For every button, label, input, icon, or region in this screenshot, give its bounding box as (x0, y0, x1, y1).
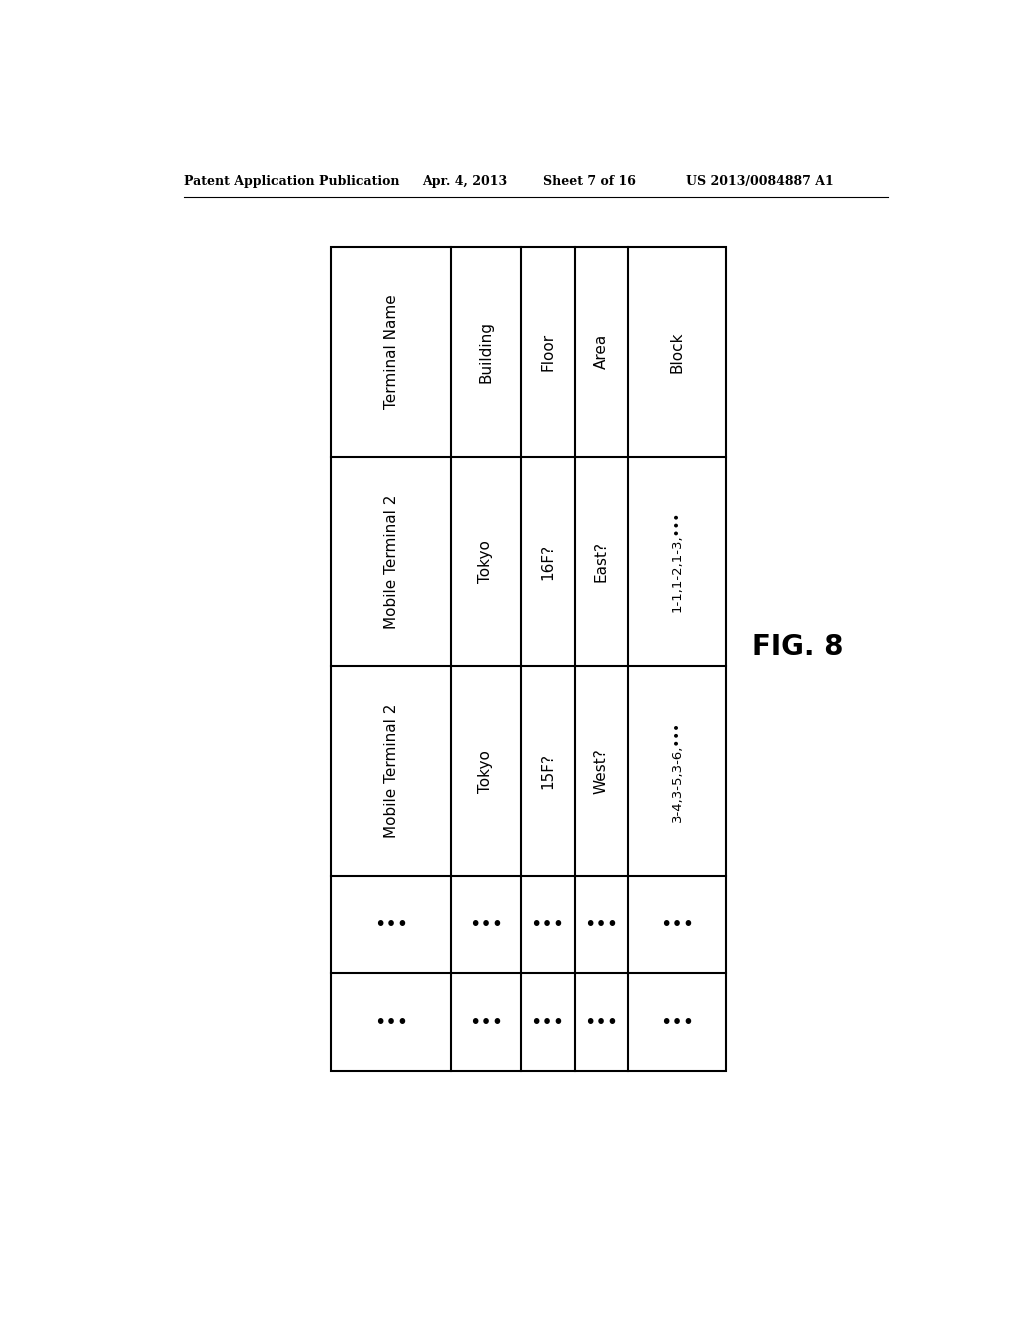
Text: 15F?: 15F? (540, 754, 555, 789)
Text: •••: ••• (585, 915, 618, 935)
Text: Sheet 7 of 16: Sheet 7 of 16 (543, 176, 636, 187)
Text: Terminal Name: Terminal Name (384, 294, 398, 409)
Text: FIG. 8: FIG. 8 (752, 634, 844, 661)
Text: •••: ••• (530, 915, 564, 935)
Text: Tokyo: Tokyo (478, 750, 494, 792)
Text: Patent Application Publication: Patent Application Publication (183, 176, 399, 187)
Text: Mobile Terminal 2: Mobile Terminal 2 (384, 704, 398, 838)
Text: Block: Block (670, 331, 685, 372)
Text: East?: East? (594, 541, 609, 582)
Text: •••: ••• (660, 1012, 694, 1032)
Text: Mobile Terminal 2: Mobile Terminal 2 (384, 494, 398, 628)
Text: •••: ••• (530, 1012, 564, 1032)
Text: 1-1,1-2,1-3,•••: 1-1,1-2,1-3,••• (671, 511, 684, 612)
Text: Building: Building (478, 321, 494, 383)
Text: Area: Area (594, 334, 609, 370)
Text: •••: ••• (585, 1012, 618, 1032)
Text: Floor: Floor (540, 333, 555, 371)
Text: •••: ••• (660, 915, 694, 935)
Text: 3-4,3-5,3-6,•••: 3-4,3-5,3-6,••• (671, 721, 684, 821)
Bar (331, 247, 726, 1071)
Text: Apr. 4, 2013: Apr. 4, 2013 (423, 176, 508, 187)
Text: 16F?: 16F? (540, 544, 555, 579)
Text: •••: ••• (374, 915, 409, 935)
Text: US 2013/0084887 A1: US 2013/0084887 A1 (686, 176, 834, 187)
Text: Tokyo: Tokyo (478, 540, 494, 583)
Text: •••: ••• (469, 915, 503, 935)
Text: •••: ••• (374, 1012, 409, 1032)
Text: •••: ••• (469, 1012, 503, 1032)
Text: West?: West? (594, 748, 609, 795)
